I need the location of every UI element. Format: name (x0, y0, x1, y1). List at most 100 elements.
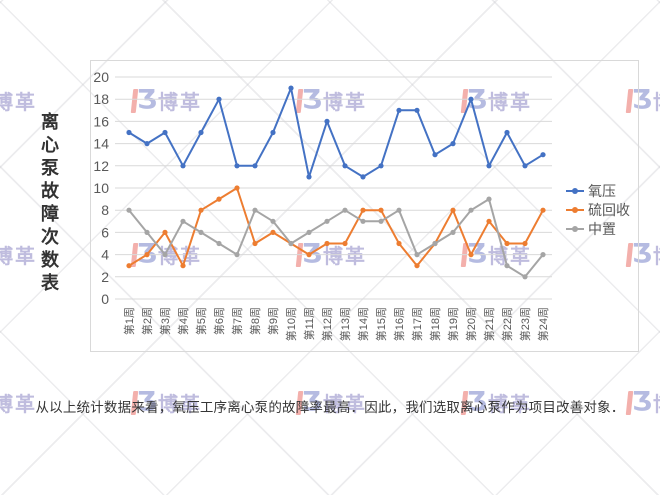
data-point-硫回收 (252, 240, 258, 247)
data-point-氧压 (144, 141, 150, 147)
data-point-硫回收 (450, 207, 456, 213)
watermark-text: 博革 (0, 394, 37, 416)
data-point-硫回收 (144, 252, 150, 258)
data-point-中置 (324, 218, 330, 224)
data-point-氧压 (432, 152, 438, 158)
x-axis-tick-label: 第10周 (284, 307, 298, 341)
data-point-硫回收 (306, 252, 312, 258)
x-axis-tick-label: 第4周 (176, 307, 190, 335)
data-point-中置 (252, 207, 258, 213)
data-point-氧压 (270, 129, 276, 136)
watermark-text: 博革 (158, 394, 202, 416)
data-point-中置 (522, 274, 528, 280)
data-point-硫回收 (198, 207, 204, 213)
watermark-text: 博革 (653, 240, 660, 269)
x-axis-tick-label: 第5周 (194, 307, 208, 335)
data-point-中置 (396, 207, 402, 213)
data-point-氧压 (378, 163, 384, 169)
data-point-中置 (180, 218, 186, 224)
data-point-氧压 (360, 174, 366, 180)
data-point-氧压 (396, 107, 402, 113)
data-point-中置 (270, 218, 276, 224)
data-point-中置 (360, 218, 366, 224)
watermark-logo: Ʒ博革 (0, 86, 37, 115)
y-axis-tick-label: 4 (101, 247, 109, 263)
y-axis-tick-label: 8 (101, 202, 109, 218)
analysis-caption: 从以上统计数据来看，氧压工序离心泵的故障率最高．因此，我们选取离心泵作为项目改善… (35, 400, 625, 415)
data-point-中置 (486, 196, 492, 202)
data-point-氧压 (342, 163, 348, 169)
data-point-氧压 (306, 174, 312, 180)
data-point-中置 (162, 252, 168, 258)
watermark-logo: Ʒ博革 (0, 240, 37, 269)
data-point-中置 (468, 207, 474, 213)
data-point-氧压 (288, 85, 294, 91)
data-point-氧压 (540, 152, 546, 158)
boge-logo-icon: Ʒ (625, 239, 652, 269)
watermark-text: 博革 (0, 92, 37, 114)
data-point-硫回收 (378, 207, 384, 213)
y-axis-tick-label: 16 (93, 113, 109, 129)
data-point-中置 (540, 252, 546, 258)
watermark-text: 博革 (323, 394, 367, 416)
data-point-氧压 (324, 118, 330, 124)
legend-label-中置: 中置 (588, 221, 616, 237)
x-axis-tick-label: 第22周 (500, 307, 514, 341)
data-point-中置 (432, 240, 438, 247)
watermark-logo: Ʒ博革 (625, 239, 660, 269)
data-point-中置 (288, 240, 294, 247)
watermark-text: 博革 (323, 246, 367, 268)
data-point-氧压 (414, 107, 420, 113)
data-point-氧压 (216, 96, 222, 102)
data-point-氧压 (486, 163, 492, 169)
data-point-硫回收 (234, 185, 240, 191)
data-point-氧压 (504, 129, 510, 136)
x-axis-tick-label: 第12周 (320, 307, 334, 341)
data-point-硫回收 (180, 263, 186, 269)
data-point-中置 (306, 229, 312, 235)
watermark-text: 博革 (158, 92, 202, 114)
y-axis-tick-label: 20 (93, 69, 109, 85)
data-point-中置 (378, 218, 384, 224)
data-point-硫回收 (342, 240, 348, 247)
y-axis-tick-label: 18 (93, 91, 109, 107)
data-point-中置 (126, 207, 132, 213)
x-axis-tick-label: 第1周 (122, 307, 136, 335)
chart-canvas: 0 2 4 6 8 10 12 14 16 18 20 第1周 第2周 第3周 第4周 第5周 第6周 第7周 第8… (93, 69, 630, 341)
watermark-logo: Ʒ博革 (625, 85, 660, 115)
data-point-中置 (450, 229, 456, 235)
data-point-中置 (414, 252, 420, 258)
x-axis-tick-label: 第7周 (230, 307, 244, 335)
data-point-硫回收 (540, 207, 546, 213)
watermark-text: 博革 (323, 92, 367, 114)
x-axis-tick-label: 第3周 (158, 307, 172, 335)
legend-marker-中置 (572, 226, 578, 232)
x-axis-tick-label: 第17周 (410, 307, 424, 341)
x-axis-tick-label: 第11周 (302, 307, 316, 340)
x-axis-tick-label: 第23周 (518, 307, 532, 341)
x-axis-tick-label: 第15周 (374, 307, 388, 341)
line-chart: 0 2 4 6 8 10 12 14 16 18 20 第1周 第2周 第3周 第4周 第5周 第6周 第7周 第8… (90, 60, 639, 352)
y-axis-tick-label: 0 (101, 291, 109, 307)
data-point-氧压 (126, 129, 132, 136)
y-axis-tick-label: 6 (101, 224, 109, 240)
watermark-logo: Ʒ博革 (0, 388, 37, 417)
data-point-硫回收 (468, 252, 474, 258)
data-point-氧压 (468, 96, 474, 102)
boge-logo-icon: Ʒ (130, 387, 157, 417)
data-point-中置 (342, 207, 348, 213)
watermark-text: 博革 (488, 92, 532, 114)
boge-logo-icon: Ʒ (625, 85, 652, 115)
watermark-text: 博革 (653, 388, 660, 417)
watermark-text: 博革 (488, 394, 532, 416)
x-axis-tick-label: 第6周 (212, 307, 226, 335)
x-axis-tick-label: 第13周 (338, 307, 352, 341)
data-point-硫回收 (324, 240, 330, 247)
x-axis-tick-label: 第14周 (356, 307, 370, 341)
data-point-硫回收 (396, 240, 402, 247)
